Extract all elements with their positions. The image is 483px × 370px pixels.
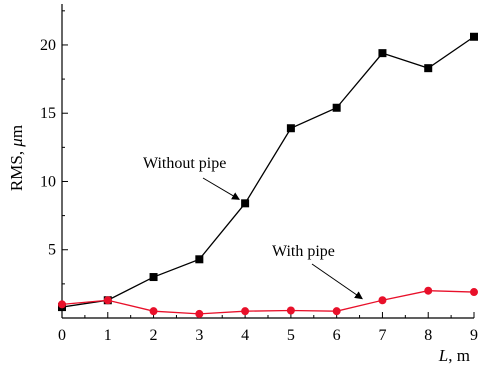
data-point-circle: [195, 309, 204, 318]
x-tick-label: 5: [287, 327, 295, 344]
annotation-arrow: [202, 177, 240, 200]
data-point-square: [424, 64, 433, 73]
data-point-square: [149, 273, 158, 282]
y-tick-label: 10: [40, 173, 56, 190]
x-tick-label: 9: [470, 327, 478, 344]
y-tick-label: 15: [40, 105, 56, 122]
data-point-circle: [149, 307, 158, 316]
x-tick-label: 2: [150, 327, 158, 344]
data-point-circle: [332, 307, 341, 316]
series-line-1: [61, 290, 475, 315]
data-point-circle: [470, 288, 478, 297]
x-tick-label: 1: [104, 327, 112, 344]
data-point-circle: [424, 286, 433, 295]
data-point-square: [286, 124, 295, 133]
data-point-square: [195, 255, 204, 264]
x-tick-label: 0: [58, 327, 66, 344]
annotation-label: Without pipe: [143, 155, 226, 172]
x-tick-label: 8: [424, 327, 432, 344]
y-tick-label: 20: [40, 37, 56, 54]
data-point-square: [378, 49, 387, 58]
data-point-circle: [103, 296, 112, 305]
annotation-arrow: [311, 263, 363, 300]
data-point-circle: [378, 296, 387, 305]
data-point-circle: [58, 300, 66, 309]
data-point-circle: [286, 306, 295, 315]
data-point-square: [241, 199, 250, 208]
y-axis-title: RMS, μm: [7, 125, 26, 191]
series-line-0: [61, 36, 475, 308]
x-axis-title: L, m: [438, 346, 470, 365]
x-tick-label: 3: [195, 327, 203, 344]
x-tick-label: 6: [333, 327, 341, 344]
x-tick-label: 7: [378, 327, 386, 344]
plot-area: 0 1 2 3 4 5 6 7 8 9 5 10 15 20 Without pipe With pipe: [40, 4, 478, 344]
x-tick-label: 4: [241, 327, 249, 344]
data-point-circle: [241, 307, 250, 316]
data-point-square: [470, 32, 478, 41]
data-point-square: [332, 103, 341, 112]
annotation-label: With pipe: [272, 243, 335, 260]
y-tick-label: 5: [48, 242, 56, 259]
